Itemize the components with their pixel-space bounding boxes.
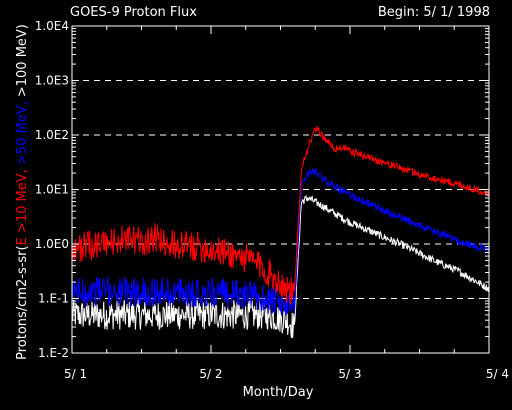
x-tick-label: 5/ 2	[199, 367, 222, 381]
y-tick-label: 1.0E2	[35, 128, 69, 142]
y-tick-label: 1.0E3	[35, 74, 69, 88]
series-line-100mev	[71, 194, 490, 339]
y-label-part-10mev: E >10 MeV,	[15, 165, 30, 245]
y-label-part-50mev: >50 MeV,	[15, 97, 30, 165]
y-axis-label: Protons/cm2-s-sr(E >10 MeV, >50 MeV, >10…	[15, 24, 30, 360]
series-line-50mev	[71, 167, 490, 316]
y-tick-label: 1.0E0	[35, 237, 69, 251]
y-label-part-suffix: )	[15, 24, 30, 29]
x-axis-label: Month/Day	[243, 385, 314, 400]
chart-title: GOES-9 Proton Flux	[70, 5, 197, 20]
y-tick-label: 1.E-1	[38, 292, 69, 306]
x-tick-label: 5/ 4	[486, 367, 509, 381]
axis-ticks: 1.E-2 1.E-1 1.0E0 1.0E1 1.0E2 1.0E3 1.0E4 5/ 1 5…	[35, 19, 509, 381]
y-label-part-prefix: Protons/cm2-s-sr(	[15, 245, 30, 360]
chart-subtitle: Begin: 5/ 1/ 1998	[378, 5, 490, 20]
x-tick-label: 5/ 1	[64, 367, 87, 381]
y-tick-label: 1.E-2	[38, 346, 69, 360]
grid-lines	[72, 80, 489, 299]
y-tick-label: 1.0E1	[35, 183, 69, 197]
series-layer	[71, 125, 490, 339]
series-line-10mev	[71, 125, 490, 306]
y-label-part-100mev: >100 MeV	[15, 29, 30, 97]
y-tick-label: 1.0E4	[35, 19, 69, 33]
x-tick-label: 5/ 3	[338, 367, 361, 381]
